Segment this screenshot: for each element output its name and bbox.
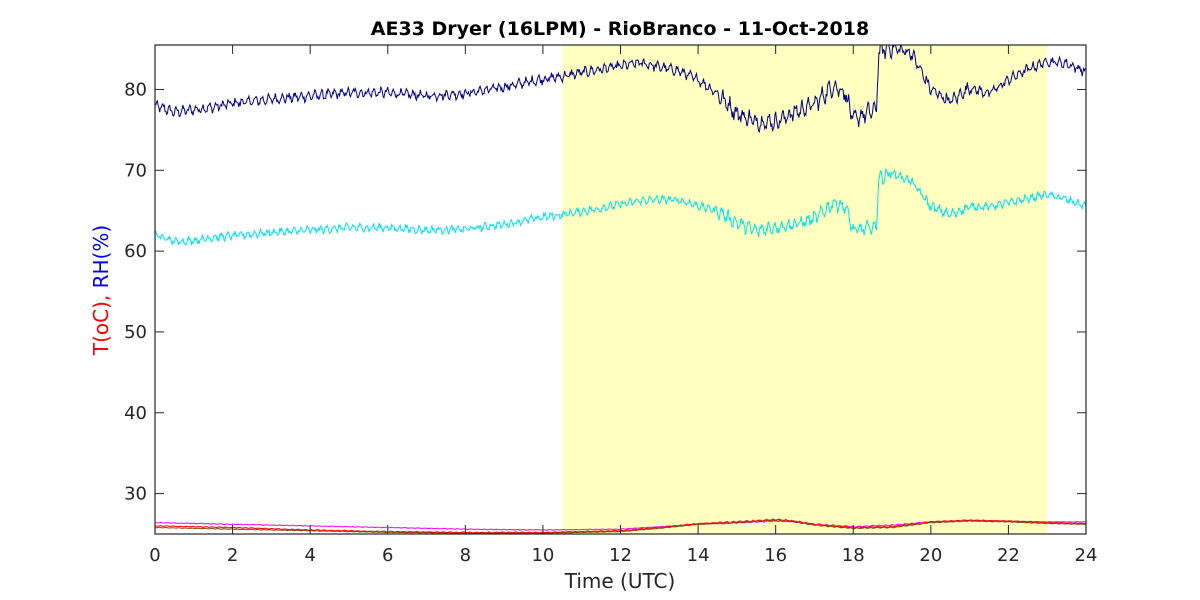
x-tick-label: 4	[304, 545, 315, 566]
x-tick-label: 16	[764, 545, 787, 566]
x-tick-label: 14	[687, 545, 710, 566]
x-tick-label: 18	[842, 545, 865, 566]
x-tick-label: 8	[460, 545, 471, 566]
x-tick-label: 24	[1075, 545, 1098, 566]
y-tick-label: 80	[124, 79, 147, 100]
y-axis-label-humidity: RH(%)	[89, 225, 113, 295]
y-axis-label: T(oC), RH(%)	[89, 225, 113, 356]
shaded-daytime-region	[562, 45, 1048, 534]
y-tick-label: 60	[124, 241, 147, 262]
y-tick-label: 30	[124, 484, 147, 505]
x-tick-label: 22	[997, 545, 1020, 566]
x-tick-label: 20	[919, 545, 942, 566]
chart-title: AE33 Dryer (16LPM) - RioBranco - 11-Oct-…	[371, 18, 869, 40]
y-tick-label: 50	[124, 322, 147, 343]
x-axis-label: Time (UTC)	[564, 569, 676, 593]
x-tick-label: 0	[149, 545, 160, 566]
x-tick-label: 2	[227, 545, 238, 566]
x-tick-label: 12	[609, 545, 632, 566]
y-axis-label-temperature: T(oC),	[89, 295, 113, 356]
y-tick-label: 70	[124, 160, 147, 181]
series-line-0	[155, 45, 1086, 133]
x-tick-label: 6	[382, 545, 393, 566]
series-line-1	[155, 168, 1086, 247]
x-tick-label: 10	[531, 545, 554, 566]
y-tick-label: 40	[124, 403, 147, 424]
